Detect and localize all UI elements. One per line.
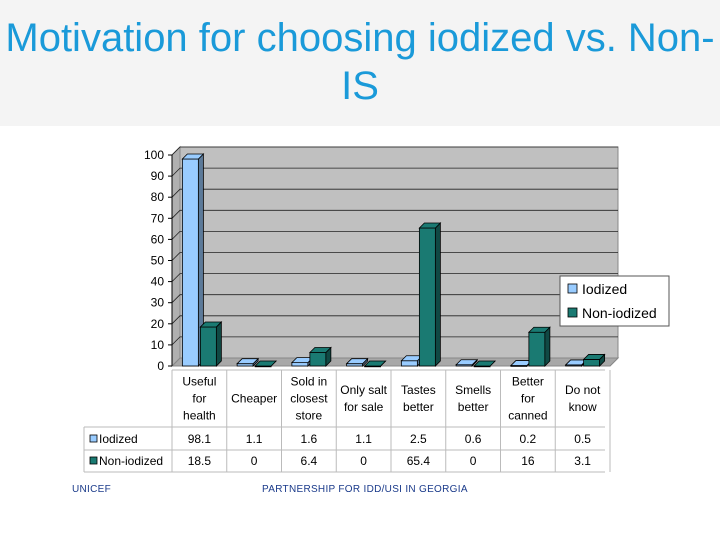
bar-non-iodized bbox=[582, 353, 606, 367]
table-series-key bbox=[89, 456, 98, 465]
data-label: 3.1 bbox=[574, 454, 591, 468]
category-label: for bbox=[521, 392, 535, 406]
y-tick-label: 60 bbox=[151, 232, 165, 246]
category-label: Cheaper bbox=[231, 392, 277, 406]
category-label: for bbox=[192, 392, 206, 406]
y-tick-label: 50 bbox=[151, 254, 165, 268]
category-label: better bbox=[458, 400, 489, 414]
y-tick-label: 100 bbox=[144, 148, 164, 162]
bar-non-iodized bbox=[308, 346, 332, 367]
y-tick-label: 30 bbox=[151, 296, 165, 310]
category-label: health bbox=[183, 409, 216, 423]
data-label: 98.1 bbox=[188, 432, 212, 446]
data-label: 65.4 bbox=[407, 454, 431, 468]
bar-iodized bbox=[455, 358, 479, 367]
bar-iodized bbox=[181, 153, 205, 367]
y-tick-label: 0 bbox=[157, 359, 164, 373]
gridline bbox=[171, 252, 618, 261]
category-label: Only salt bbox=[340, 383, 387, 397]
category-label: better bbox=[403, 400, 434, 414]
category-label: Smells bbox=[455, 383, 491, 397]
title-band bbox=[0, 0, 720, 126]
bar-non-iodized bbox=[199, 320, 223, 367]
data-label: 1.6 bbox=[301, 432, 318, 446]
data-label: 0 bbox=[360, 454, 367, 468]
data-label: 0.6 bbox=[465, 432, 482, 446]
category-label: store bbox=[296, 409, 323, 423]
bar-iodized bbox=[345, 357, 369, 367]
y-tick-label: 40 bbox=[151, 275, 165, 289]
table-series-key bbox=[89, 434, 98, 443]
category-label: closest bbox=[290, 392, 328, 406]
legend-swatch bbox=[567, 307, 578, 318]
bar-non-iodized bbox=[418, 222, 442, 367]
bar-non-iodized bbox=[527, 326, 551, 367]
legend-entry: Non-iodized bbox=[582, 305, 657, 321]
y-tick-label: 80 bbox=[151, 190, 165, 204]
slide-title: Motivation for choosing iodized vs. Non-… bbox=[5, 16, 715, 108]
data-label: 16 bbox=[521, 454, 535, 468]
footer-left: UNICEF bbox=[72, 484, 112, 495]
data-label: 0 bbox=[470, 454, 477, 468]
data-label: 6.4 bbox=[301, 454, 318, 468]
data-label: 0.2 bbox=[520, 432, 537, 446]
table-series-name: Non-iodized bbox=[99, 454, 163, 468]
data-label: 1.1 bbox=[246, 432, 263, 446]
bar-non-iodized bbox=[254, 360, 278, 368]
gridline bbox=[171, 294, 618, 303]
bar-non-iodized bbox=[363, 360, 387, 368]
legend-box bbox=[559, 275, 670, 327]
gridline bbox=[171, 188, 618, 198]
legend-swatch bbox=[567, 283, 578, 294]
plot-back-wall bbox=[171, 146, 619, 367]
data-label: 1.1 bbox=[355, 432, 372, 446]
gridline bbox=[171, 315, 618, 325]
category-label: Useful bbox=[182, 375, 216, 389]
y-tick-label: 10 bbox=[151, 338, 165, 352]
category-label: canned bbox=[508, 409, 547, 423]
category-label: Do not bbox=[565, 383, 601, 397]
category-label: know bbox=[569, 400, 597, 414]
data-label: 18.5 bbox=[188, 454, 212, 468]
gridline bbox=[171, 146, 618, 156]
category-label: Tastes bbox=[401, 383, 436, 397]
gridline bbox=[171, 167, 618, 177]
table-series-name: Iodized bbox=[99, 432, 138, 446]
gridline bbox=[171, 336, 618, 346]
footer-right: PARTNERSHIP FOR IDD/USI IN GEORGIA bbox=[262, 484, 468, 495]
category-label: Better bbox=[512, 375, 544, 389]
gridline bbox=[171, 230, 618, 240]
y-tick-label: 20 bbox=[151, 317, 165, 331]
category-label: Sold in bbox=[291, 375, 328, 389]
data-label: 0 bbox=[251, 454, 258, 468]
bar-non-iodized bbox=[473, 360, 497, 368]
y-tick-label: 90 bbox=[151, 169, 165, 183]
y-tick-label: 70 bbox=[151, 211, 165, 225]
gridline bbox=[171, 273, 618, 282]
gridline bbox=[171, 209, 618, 219]
bar-iodized bbox=[236, 357, 260, 367]
data-label: 2.5 bbox=[410, 432, 427, 446]
legend-entry: Iodized bbox=[582, 281, 627, 297]
data-label: 0.5 bbox=[574, 432, 591, 446]
category-label: for sale bbox=[344, 400, 384, 414]
